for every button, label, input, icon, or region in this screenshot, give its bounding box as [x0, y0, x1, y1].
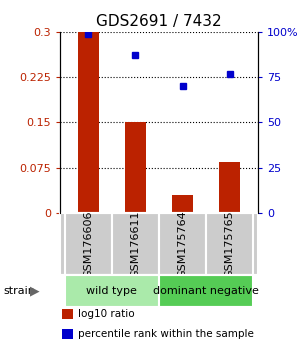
Bar [112, 213, 159, 275]
Bar [206, 213, 253, 275]
Bar [65, 275, 159, 307]
Text: log10 ratio: log10 ratio [78, 309, 134, 319]
Bar [62, 309, 73, 319]
Text: GSM175764: GSM175764 [178, 210, 188, 278]
Bar [159, 213, 206, 275]
Bar [78, 32, 99, 213]
Bar [172, 195, 193, 213]
Text: GSM176611: GSM176611 [130, 211, 140, 278]
Text: wild type: wild type [86, 286, 137, 296]
Text: GSM176606: GSM176606 [83, 211, 93, 278]
Bar [219, 162, 240, 213]
Bar [62, 329, 73, 339]
Bar [125, 122, 146, 213]
Text: GSM175765: GSM175765 [225, 210, 235, 278]
Text: strain: strain [3, 286, 35, 296]
Bar [159, 275, 253, 307]
Title: GDS2691 / 7432: GDS2691 / 7432 [96, 14, 222, 29]
Text: ▶: ▶ [30, 285, 40, 297]
Text: dominant negative: dominant negative [153, 286, 259, 296]
Text: percentile rank within the sample: percentile rank within the sample [78, 329, 254, 339]
Bar [65, 213, 112, 275]
